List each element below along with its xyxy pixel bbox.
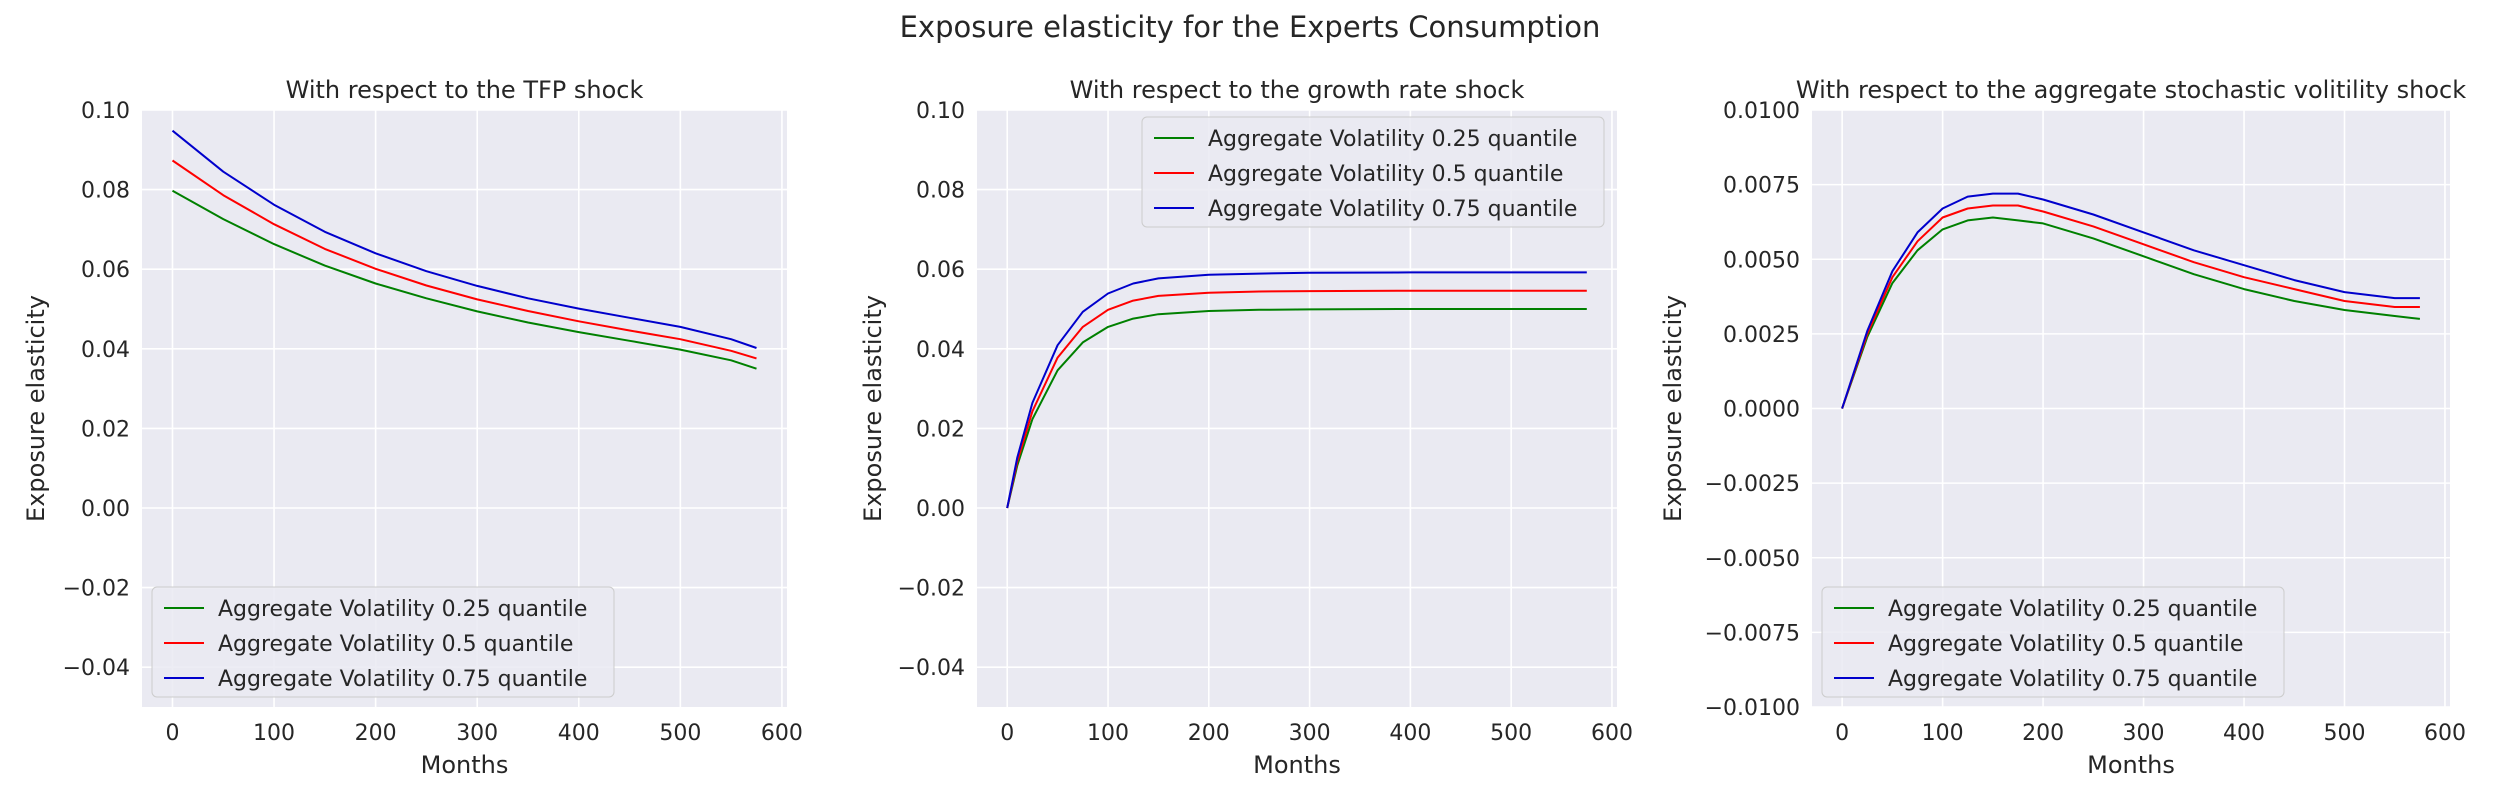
y-tick-label: −0.0075: [1705, 621, 1800, 646]
legend: Aggregate Volatility 0.25 quantile Aggreg…: [151, 586, 615, 698]
y-tick-label: −0.0100: [1705, 696, 1800, 721]
y-tick-label: −0.04: [898, 656, 965, 681]
series-line: [1006, 271, 1587, 509]
y-tick-label: 0.10: [81, 99, 130, 124]
series-line: [171, 159, 757, 360]
x-tick-label: 0: [1000, 721, 1014, 746]
panel-title: With respect to the growth rate shock: [1070, 76, 1525, 104]
y-tick-label: −0.02: [898, 577, 965, 602]
y-tick-label: 0.0025: [1723, 323, 1800, 348]
y-tick-label: 0.0000: [1723, 398, 1800, 423]
x-tick-label: 600: [1591, 721, 1633, 746]
legend-label: Aggregate Volatility 0.25 quantile: [218, 597, 587, 622]
series-line: [1841, 204, 2420, 409]
y-tick-label: −0.04: [63, 656, 130, 681]
panel-title: With respect to the TFP shock: [286, 76, 644, 104]
x-tick-label: 100: [1922, 721, 1964, 746]
series-line: [171, 129, 757, 349]
y-axis-label: Exposure elasticity: [1659, 295, 1687, 522]
x-tick-label: 300: [2123, 721, 2165, 746]
x-tick-label: 400: [558, 721, 600, 746]
y-tick-label: 0.06: [81, 258, 130, 283]
x-axis-label: Months: [1253, 751, 1341, 779]
y-tick-label: 0.04: [916, 338, 965, 363]
legend-label: Aggregate Volatility 0.5 quantile: [218, 632, 573, 657]
y-tick-label: 0.00: [81, 497, 130, 522]
x-tick-label: 100: [1087, 721, 1129, 746]
chart-panel-growth-rate: 0 100 200 300 400 500 600 −0.04 −0.02 0.00 0.02 0.0…: [859, 76, 1633, 779]
x-tick-label: 200: [2022, 721, 2064, 746]
y-tick-label: 0.08: [916, 179, 965, 204]
legend-label: Aggregate Volatility 0.5 quantile: [1888, 632, 2243, 657]
x-tick-label: 400: [1389, 721, 1431, 746]
x-axis-label: Months: [2087, 751, 2175, 779]
x-tick-label: 500: [2324, 721, 2366, 746]
legend-label: Aggregate Volatility 0.75 quantile: [1888, 667, 2257, 692]
y-tick-label: −0.0050: [1705, 547, 1800, 572]
legend-label: Aggregate Volatility 0.75 quantile: [1208, 197, 1577, 222]
x-tick-label: 200: [355, 721, 397, 746]
legend-box: [1821, 586, 2285, 698]
x-tick-label: 0: [1835, 721, 1849, 746]
legend-label: Aggregate Volatility 0.75 quantile: [218, 667, 587, 692]
series-line: [1841, 192, 2420, 409]
y-tick-label: −0.02: [63, 577, 130, 602]
y-tick-label: 0.00: [916, 497, 965, 522]
x-tick-label: 600: [761, 721, 803, 746]
x-tick-label: 500: [659, 721, 701, 746]
y-axis-label: Exposure elasticity: [22, 295, 50, 522]
figure-title: Exposure elasticity for the Experts Cons…: [899, 10, 1601, 44]
x-tick-label: 200: [1188, 721, 1230, 746]
y-tick-label: 0.08: [81, 179, 130, 204]
y-axis-label: Exposure elasticity: [859, 295, 887, 522]
series-line: [1006, 289, 1587, 509]
legend: Aggregate Volatility 0.25 quantile Aggreg…: [1821, 586, 2285, 698]
y-tick-label: 0.0075: [1723, 174, 1800, 199]
y-tick-label: 0.06: [916, 258, 965, 283]
legend-label: Aggregate Volatility 0.5 quantile: [1208, 162, 1563, 187]
x-tick-label: 500: [1490, 721, 1532, 746]
legend-box: [151, 586, 615, 698]
y-tick-label: 0.0050: [1723, 248, 1800, 273]
legend-box: [1141, 116, 1605, 228]
chart-panel-tfp: 0 100 200 300 400 500 600 −0.04 −0.02 0.00 0.02 0.0…: [22, 76, 803, 779]
y-tick-label: 0.02: [81, 417, 130, 442]
y-tick-label: 0.0100: [1723, 99, 1800, 124]
series-line: [1006, 308, 1587, 509]
x-tick-label: 100: [253, 721, 295, 746]
x-tick-label: 300: [456, 721, 498, 746]
legend-label: Aggregate Volatility 0.25 quantile: [1208, 127, 1577, 152]
chart-panel-stochastic-volatility: 0 100 200 300 400 500 600 −0.0100 −0.0075 −0.0050…: [1659, 76, 2466, 779]
x-tick-label: 300: [1289, 721, 1331, 746]
panel-title: With respect to the aggregate stochastic…: [1796, 76, 2466, 104]
x-tick-label: 0: [165, 721, 179, 746]
y-tick-label: 0.04: [81, 338, 130, 363]
x-axis-label: Months: [421, 751, 509, 779]
legend: Aggregate Volatility 0.25 quantile Aggreg…: [1141, 116, 1605, 228]
series-line: [172, 189, 757, 370]
y-tick-label: 0.10: [916, 99, 965, 124]
x-tick-label: 600: [2424, 721, 2466, 746]
y-tick-label: −0.0025: [1705, 472, 1800, 497]
y-tick-label: 0.02: [916, 417, 965, 442]
series-line: [1841, 216, 2421, 409]
legend-label: Aggregate Volatility 0.25 quantile: [1888, 597, 2257, 622]
x-tick-label: 400: [2223, 721, 2265, 746]
